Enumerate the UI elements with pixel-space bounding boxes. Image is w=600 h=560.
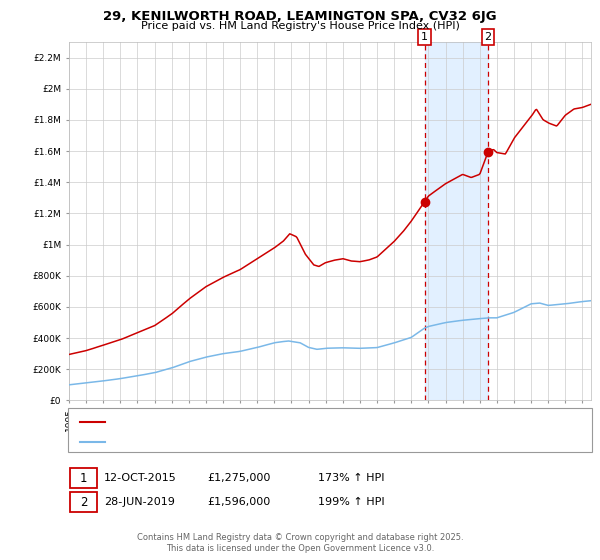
- Bar: [425, 42, 488, 400]
- Text: 28-JUN-2019: 28-JUN-2019: [104, 497, 175, 507]
- Text: 29, KENILWORTH ROAD, LEAMINGTON SPA, CV32 6JG: 29, KENILWORTH ROAD, LEAMINGTON SPA, CV3…: [103, 10, 497, 22]
- Text: 173% ↑ HPI: 173% ↑ HPI: [318, 473, 385, 483]
- Text: 199% ↑ HPI: 199% ↑ HPI: [318, 497, 385, 507]
- Text: £1,275,000: £1,275,000: [207, 473, 271, 483]
- Text: Price paid vs. HM Land Registry's House Price Index (HPI): Price paid vs. HM Land Registry's House …: [140, 21, 460, 31]
- Text: Contains HM Land Registry data © Crown copyright and database right 2025.
This d: Contains HM Land Registry data © Crown c…: [137, 533, 463, 553]
- Text: 1: 1: [80, 472, 87, 485]
- Text: £1,596,000: £1,596,000: [207, 497, 270, 507]
- Text: 12-OCT-2015: 12-OCT-2015: [104, 473, 176, 483]
- Text: HPI: Average price, detached house, Warwick: HPI: Average price, detached house, Warw…: [110, 437, 336, 446]
- Text: 29, KENILWORTH ROAD, LEAMINGTON SPA, CV32 6JG (detached house): 29, KENILWORTH ROAD, LEAMINGTON SPA, CV3…: [110, 417, 464, 427]
- Text: 2: 2: [80, 496, 87, 509]
- Text: 2: 2: [485, 32, 492, 42]
- Text: 1: 1: [421, 32, 428, 42]
